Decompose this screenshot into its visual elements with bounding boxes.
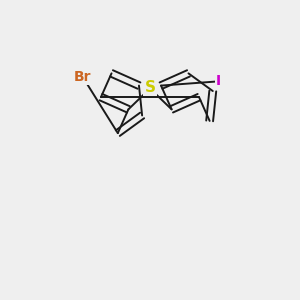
Text: Br: Br [74, 70, 92, 84]
Text: S: S [145, 80, 155, 94]
Text: I: I [216, 74, 221, 88]
